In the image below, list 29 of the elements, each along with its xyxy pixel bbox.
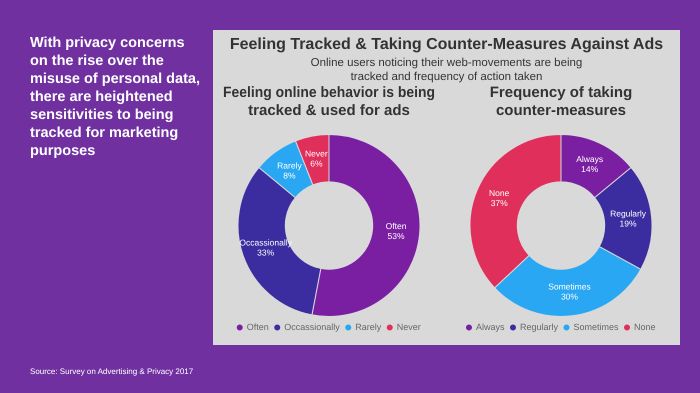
- legend-label: Regularly: [520, 322, 558, 332]
- slice-label: Rarely: [277, 160, 302, 170]
- text: Feeling Tracked & Taking Counter-Measures Against Ads: [228, 36, 664, 54]
- data-label: 53%: [388, 231, 405, 242]
- chart-title: Feeling online behavior is being tracked & used for ads: [223, 84, 435, 120]
- slice-label: Never: [305, 148, 328, 159]
- data-label: 14%: [581, 164, 599, 174]
- legend-label: None: [634, 322, 656, 332]
- legend-label: Occassionally: [284, 322, 340, 332]
- slice-label: Sometimes: [548, 282, 591, 292]
- slice-label: None: [489, 188, 510, 198]
- text: Online users noticing their web-movements are being tracked and frequency of action taken: [310, 56, 584, 84]
- data-label: 8%: [283, 170, 296, 180]
- data-label: 33%: [257, 248, 275, 258]
- slice-label: Regularly: [610, 208, 647, 219]
- text: With privacy concerns on the rise over the misuse of personal data, there are heightened sensitivities to being tracked for marketing purposes: [30, 34, 202, 160]
- data-label: 30%: [560, 292, 578, 302]
- slice-label: Always: [576, 154, 604, 164]
- legend-label: Always: [476, 322, 505, 332]
- legend-label: Rarely: [355, 322, 382, 332]
- chart-title: Frequency of taking counter-measures: [490, 84, 632, 120]
- source-note: Source: Survey on Advertising & Privacy 2017: [30, 367, 194, 376]
- data-label: 6%: [310, 158, 323, 169]
- legend-label: Often: [246, 322, 269, 332]
- data-label: 19%: [620, 218, 637, 229]
- legend-label: Sometimes: [574, 322, 620, 332]
- data-label: 37%: [490, 198, 508, 208]
- legend-label: Never: [396, 322, 421, 332]
- slice-label: Often: [386, 221, 407, 232]
